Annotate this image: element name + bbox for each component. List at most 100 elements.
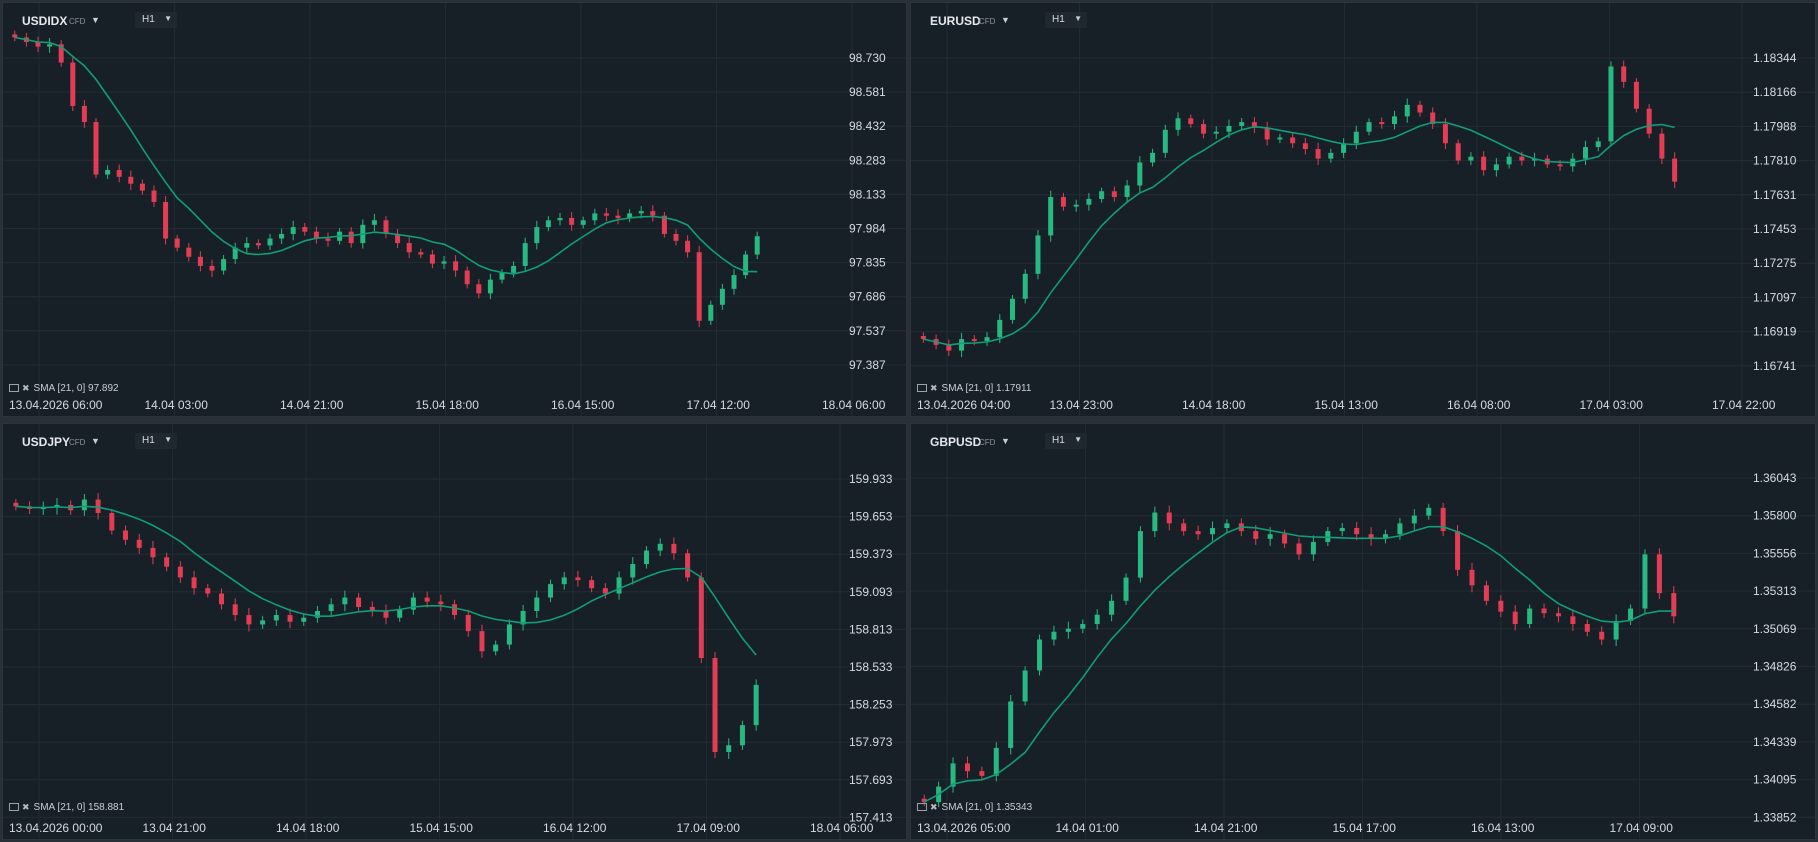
candle-body (1628, 608, 1634, 621)
candle-body (1073, 204, 1079, 207)
candle-body (1152, 512, 1158, 532)
close-icon[interactable]: ✖ (930, 383, 938, 393)
sma-indicator-value: SMA [21, 0] 1.17911 (941, 383, 1032, 394)
y-tick-label: 1.17275 (1753, 256, 1797, 270)
candle (1584, 619, 1590, 637)
y-tick-label: 98.133 (849, 187, 886, 201)
timeframe-selector[interactable]: H1 ▼ (1045, 433, 1087, 449)
close-icon[interactable]: ✖ (930, 802, 938, 812)
candle (1277, 133, 1283, 144)
candle (1166, 505, 1172, 531)
candle (754, 231, 760, 260)
chevron-down-icon: ▼ (164, 14, 172, 23)
chevron-down-icon[interactable]: ▼ (1001, 15, 1010, 25)
timeframe-selector[interactable]: H1 ▼ (135, 433, 177, 449)
candle (197, 251, 203, 272)
candle-body (406, 243, 412, 253)
x-tick-label: 13.04.2026 05:00 (917, 821, 1011, 835)
candle (1672, 152, 1678, 188)
candle-body (1099, 191, 1105, 199)
monitor-icon[interactable] (917, 803, 927, 812)
candle (429, 249, 435, 269)
symbol-selector[interactable]: USDIDX (22, 14, 68, 28)
chart-canvas[interactable]: 1.18344 1.18166 1.17988 1.17810 1.17631 1.174… (911, 3, 1816, 417)
candle (1613, 614, 1619, 647)
candle-body (1430, 112, 1436, 125)
chart-canvas[interactable]: 1.36043 1.35800 1.35556 1.35313 1.35069 1.348… (911, 424, 1816, 840)
candle (1010, 295, 1015, 324)
x-tick-label: 14.04 18:00 (1182, 398, 1246, 412)
candle-body (520, 611, 526, 625)
candle-body (1584, 624, 1590, 632)
chevron-down-icon[interactable]: ▼ (1001, 436, 1010, 446)
candle-body (1210, 528, 1216, 535)
sma-line (923, 121, 1675, 346)
y-tick-label: 1.35800 (1753, 509, 1797, 523)
candle-body (328, 604, 334, 612)
timeframe-selector[interactable]: H1 ▼ (135, 12, 177, 28)
candle (493, 640, 499, 656)
candle (441, 255, 447, 270)
y-tick-label: 1.17810 (1753, 154, 1797, 168)
sma-indicator-legend[interactable]: ✖ SMA [21, 0] 1.17911 (917, 383, 1031, 394)
candle-body (731, 275, 737, 289)
candle (123, 525, 129, 545)
market-type-label: CFD (979, 438, 996, 447)
candle-body (627, 213, 633, 218)
sma-indicator-legend[interactable]: ✖ SMA [21, 0] 1.35343 (917, 802, 1032, 813)
x-tick-label: 17.04 12:00 (687, 398, 751, 412)
chart-canvas[interactable]: 98.730 98.581 98.432 98.283 98.133 97.984 97.8… (3, 3, 907, 417)
candle (1137, 156, 1143, 192)
timeframe-selector[interactable]: H1 ▼ (1045, 12, 1087, 28)
symbol-selector[interactable]: USDJPY (22, 435, 71, 449)
candle (1339, 522, 1345, 537)
chart-panel-usdjpy[interactable]: 159.933 159.653 159.373 159.093 158.813 158.5… (2, 423, 907, 840)
candle (290, 220, 296, 241)
chart-panel-eurusd[interactable]: 1.18344 1.18166 1.17988 1.17810 1.17631 1.174… (910, 2, 1816, 417)
close-icon[interactable]: ✖ (22, 802, 30, 812)
y-tick-label: 1.17097 (1753, 290, 1797, 304)
candle-body (671, 543, 677, 554)
x-tick-label: 13.04.2026 06:00 (9, 398, 103, 412)
candle-body (638, 211, 644, 214)
chart-canvas[interactable]: 159.933 159.653 159.373 159.093 158.813 158.5… (3, 424, 907, 840)
candle (1555, 607, 1561, 623)
candle (511, 261, 517, 278)
candle (232, 242, 238, 265)
candle-body (561, 577, 567, 585)
x-tick-label: 15.04 17:00 (1333, 821, 1397, 835)
candle-body (1455, 143, 1461, 161)
candle-body (1541, 608, 1547, 614)
chevron-down-icon[interactable]: ▼ (91, 15, 100, 25)
chevron-down-icon[interactable]: ▼ (91, 436, 100, 446)
symbol-selector[interactable]: GBPUSD (930, 435, 982, 449)
sma-indicator-legend[interactable]: ✖ SMA [21, 0] 97.892 (9, 383, 119, 394)
candle-body (1417, 104, 1423, 113)
candle (1162, 124, 1168, 158)
candle (348, 227, 354, 248)
close-icon[interactable]: ✖ (22, 383, 30, 393)
candle-body (1290, 137, 1296, 144)
candle (1264, 122, 1270, 146)
candle-body (615, 215, 621, 218)
monitor-icon[interactable] (9, 803, 19, 812)
candle (1210, 521, 1216, 541)
candle-body (589, 580, 595, 589)
candle (232, 598, 238, 622)
y-tick-label: 157.413 (849, 810, 893, 824)
candle (1353, 125, 1359, 150)
candle (959, 332, 965, 357)
candle (424, 591, 430, 608)
chart-panel-gbpusd[interactable]: 1.36043 1.35800 1.35556 1.35313 1.35069 1.348… (910, 423, 1816, 840)
candle (260, 615, 266, 629)
candle (1583, 140, 1588, 165)
candle-body (984, 337, 990, 342)
candle (1506, 152, 1512, 169)
chart-panel-usdidx[interactable]: 98.730 98.581 98.432 98.283 98.133 97.984 97.8… (2, 2, 907, 417)
symbol-selector[interactable]: EURUSD (930, 14, 981, 28)
monitor-icon[interactable] (917, 384, 927, 393)
monitor-icon[interactable] (9, 384, 19, 393)
candle (12, 30, 18, 42)
candle (325, 232, 331, 247)
sma-indicator-legend[interactable]: ✖ SMA [21, 0] 158.881 (9, 802, 124, 813)
